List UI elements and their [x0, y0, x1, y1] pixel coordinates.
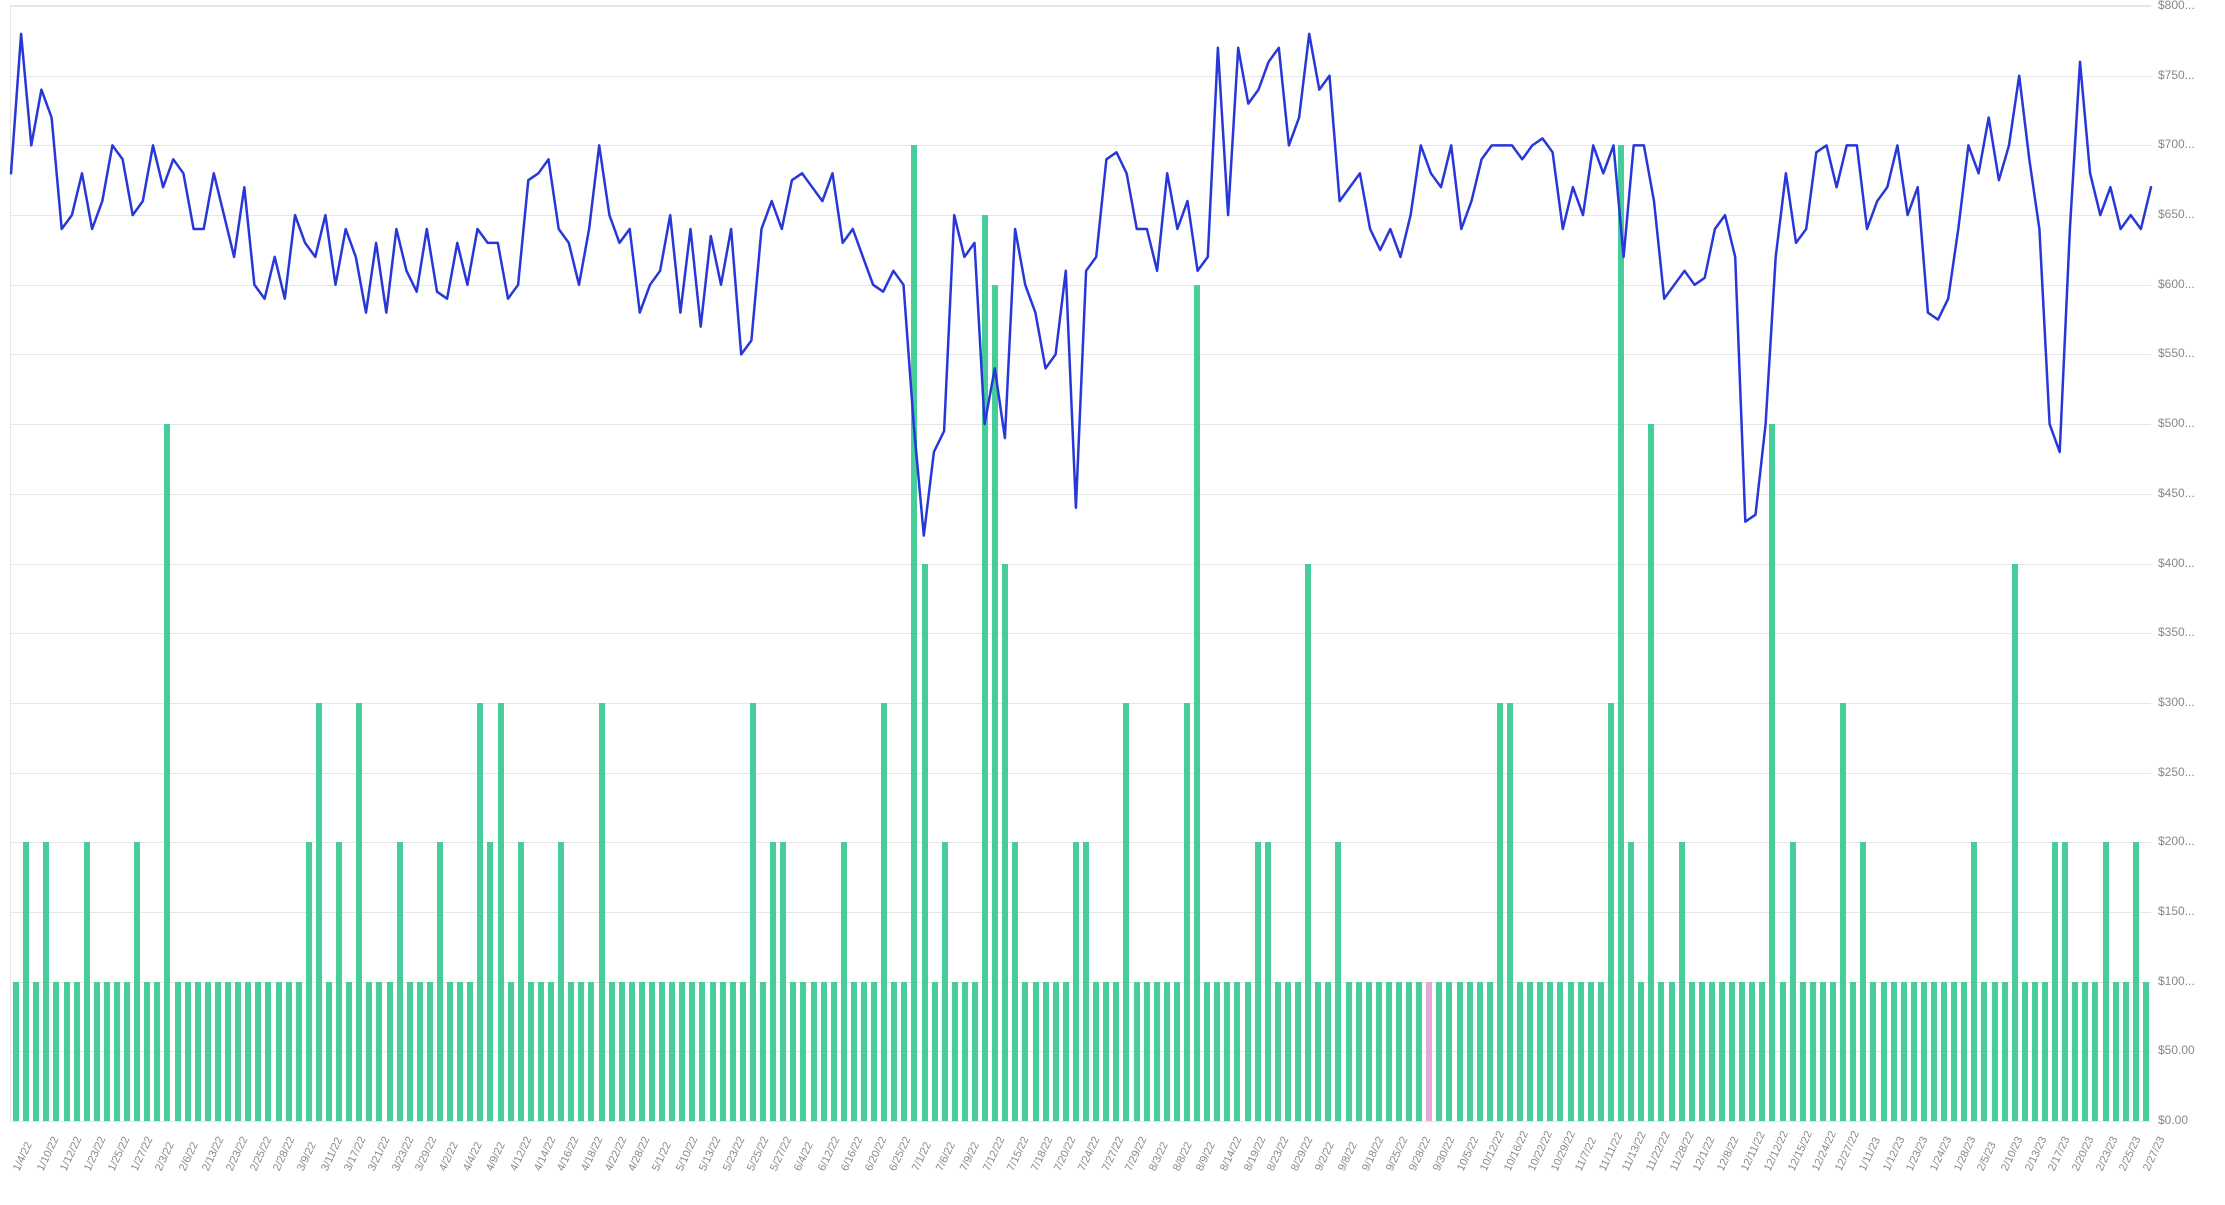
x-tick-label: 4/4/22	[461, 1140, 485, 1173]
gridline	[11, 1121, 2151, 1122]
x-tick-label: 7/29/22	[1123, 1135, 1149, 1173]
x-tick-label: 6/20/22	[863, 1135, 889, 1173]
x-tick-label: 12/8/22	[1715, 1135, 1741, 1173]
x-tick-label: 5/13/22	[697, 1135, 723, 1173]
x-tick-label: 2/28/22	[271, 1135, 297, 1173]
x-tick-label: 12/1/22	[1691, 1135, 1717, 1173]
x-tick-label: 7/20/22	[1052, 1135, 1078, 1173]
x-tick-label: 1/11/23	[1857, 1135, 1883, 1173]
x-tick-label: 1/24/23	[1928, 1135, 1954, 1173]
x-tick-label: 5/1/22	[650, 1140, 674, 1173]
x-tick-label: 2/25/23	[2117, 1135, 2143, 1173]
x-tick-label: 9/28/22	[1407, 1135, 1433, 1173]
x-tick-label: 2/6/22	[177, 1140, 201, 1173]
x-tick-label: 2/23/22	[224, 1135, 250, 1173]
x-tick-label: 2/13/22	[200, 1135, 226, 1173]
x-tick-label: 7/12/22	[981, 1135, 1007, 1173]
x-tick-label: 4/9/22	[484, 1140, 508, 1173]
x-tick-label: 5/23/22	[721, 1135, 747, 1173]
y-tick-label: $100...	[2158, 974, 2195, 988]
x-tick-label: 1/23/23	[1904, 1135, 1930, 1173]
x-tick-label: 8/3/22	[1147, 1140, 1171, 1173]
y-tick-label: $50.00	[2158, 1043, 2195, 1057]
x-tick-label: 1/27/22	[129, 1135, 155, 1173]
y-tick-label: $400...	[2158, 556, 2195, 570]
x-tick-label: 4/2/22	[437, 1140, 461, 1173]
x-tick-label: 7/24/22	[1076, 1135, 1102, 1173]
y-tick-label: $300...	[2158, 695, 2195, 709]
x-tick-label: 7/6/22	[934, 1140, 958, 1173]
y-tick-label: $650...	[2158, 207, 2195, 221]
y-tick-label: $550...	[2158, 346, 2195, 360]
x-tick-label: 6/16/22	[839, 1135, 865, 1173]
line-series	[11, 6, 2151, 1121]
x-tick-label: 2/17/23	[2046, 1135, 2072, 1173]
x-tick-label: 2/10/23	[1999, 1135, 2025, 1173]
y-tick-label: $150...	[2158, 904, 2195, 918]
y-tick-label: $600...	[2158, 277, 2195, 291]
x-tick-label: 3/9/22	[295, 1140, 319, 1173]
x-tick-label: 9/8/22	[1336, 1140, 1360, 1173]
x-tick-label: 9/30/22	[1431, 1135, 1457, 1173]
y-tick-label: $500...	[2158, 416, 2195, 430]
x-tick-label: 1/12/22	[58, 1135, 84, 1173]
x-tick-label: 1/23/22	[82, 1135, 108, 1173]
x-tick-label: 3/21/22	[366, 1135, 392, 1173]
y-tick-label: $700...	[2158, 137, 2195, 151]
x-tick-label: 7/15/22	[1005, 1135, 1031, 1173]
y-tick-label: $250...	[2158, 765, 2195, 779]
x-tick-label: 8/29/22	[1289, 1135, 1315, 1173]
x-tick-label: 4/18/22	[579, 1135, 605, 1173]
x-tick-label: 9/2/22	[1313, 1140, 1337, 1173]
y-tick-label: $200...	[2158, 834, 2195, 848]
x-tick-label: 7/9/22	[958, 1140, 982, 1173]
x-tick-label: 4/16/22	[555, 1135, 581, 1173]
x-tick-label: 5/27/22	[768, 1135, 794, 1173]
x-tick-label: 8/14/22	[1218, 1135, 1244, 1173]
x-tick-label: 2/3/22	[153, 1140, 177, 1173]
x-tick-label: 4/28/22	[626, 1135, 652, 1173]
y-tick-label: $350...	[2158, 625, 2195, 639]
x-tick-label: 2/5/23	[1975, 1140, 1999, 1173]
x-tick-label: 1/4/22	[11, 1140, 35, 1173]
x-tick-label: 4/12/22	[508, 1135, 534, 1173]
x-tick-label: 7/1/22	[910, 1140, 934, 1173]
x-tick-label: 2/27/23	[2141, 1135, 2167, 1173]
y-tick-label: $450...	[2158, 486, 2195, 500]
y-tick-label: $750...	[2158, 68, 2195, 82]
x-tick-label: 11/7/22	[1573, 1135, 1599, 1173]
plot-area	[10, 5, 2151, 1121]
y-tick-label: $800...	[2158, 0, 2195, 12]
x-tick-label: 8/8/22	[1171, 1140, 1195, 1173]
x-tick-label: 9/18/22	[1360, 1135, 1386, 1173]
y-tick-label: $0.00	[2158, 1113, 2188, 1127]
x-tick-label: 8/23/22	[1265, 1135, 1291, 1173]
combo-chart: $0.00 $50.00 $100... $150... $200... $250... $…	[0, 0, 2225, 1205]
x-tick-label: 3/29/22	[413, 1135, 439, 1173]
x-tick-label: 2/20/23	[2070, 1135, 2096, 1173]
x-tick-label: 3/17/22	[342, 1135, 368, 1173]
x-tick-label: 6/4/22	[792, 1140, 816, 1173]
x-tick-label: 8/9/22	[1194, 1140, 1218, 1173]
